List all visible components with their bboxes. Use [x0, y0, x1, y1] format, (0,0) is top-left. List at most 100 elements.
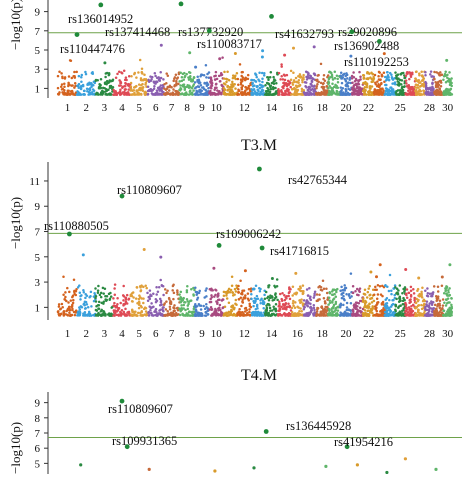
background-snp-point — [195, 293, 198, 296]
background-snp-point — [121, 91, 125, 94]
background-snp-point — [95, 91, 99, 95]
background-snp-point — [124, 296, 127, 300]
background-snp-point — [67, 75, 71, 78]
background-snp-point — [222, 77, 226, 80]
background-snp-point — [218, 303, 222, 307]
background-snp-point — [437, 80, 440, 84]
background-snp-point — [230, 284, 234, 287]
background-snp-point — [159, 299, 163, 303]
background-snp-point — [192, 293, 195, 296]
background-snp-point — [102, 292, 105, 295]
background-snp-point — [310, 80, 314, 84]
background-snp-point — [420, 70, 423, 73]
background-snp-point — [208, 308, 211, 311]
background-snp-point — [248, 310, 251, 314]
background-snp-point — [129, 81, 133, 85]
background-snp-point — [386, 285, 389, 288]
background-snp-point — [237, 287, 240, 291]
background-snp-point — [345, 72, 348, 75]
background-snp-point — [130, 74, 133, 78]
background-snp-point — [368, 72, 371, 76]
background-snp-point — [447, 93, 450, 96]
moderate-snp-point — [292, 46, 295, 50]
background-snp-point — [370, 301, 374, 304]
background-snp-point — [122, 69, 126, 72]
background-snp-point — [318, 93, 321, 96]
background-snp-point — [155, 80, 159, 84]
background-snp-point — [165, 81, 168, 85]
background-snp-point — [256, 312, 259, 316]
background-snp-point — [256, 88, 259, 91]
background-snp-point — [60, 88, 64, 91]
background-snp-point — [321, 85, 325, 89]
background-snp-point — [352, 71, 355, 74]
background-snp-point — [283, 294, 286, 297]
background-snp-point — [140, 70, 144, 74]
background-snp-point — [302, 299, 306, 302]
background-snp-point — [391, 90, 395, 94]
background-snp-point — [335, 93, 338, 96]
background-snp-point — [174, 311, 178, 315]
background-snp-point — [140, 67, 144, 70]
background-snp-point — [60, 302, 64, 306]
background-snp-point — [103, 287, 107, 290]
background-snp-point — [330, 86, 333, 90]
background-snp-point — [173, 314, 177, 317]
background-snp-point — [368, 302, 371, 306]
background-snp-point — [137, 71, 140, 74]
background-snp-point — [63, 82, 66, 85]
background-snp-point — [325, 287, 328, 291]
background-snp-point — [147, 314, 151, 317]
background-snp-point — [127, 74, 131, 78]
background-snp-point — [331, 313, 334, 317]
background-snp-point — [362, 81, 365, 85]
background-snp-point — [129, 294, 132, 298]
x-tick-label: 10 — [211, 328, 223, 340]
background-snp-point — [90, 90, 94, 94]
background-snp-point — [246, 73, 250, 77]
background-snp-point — [306, 305, 310, 308]
background-snp-point — [94, 295, 98, 298]
y-tick-label: 1 — [35, 83, 41, 95]
background-snp-point — [194, 306, 197, 309]
background-snp-point — [243, 310, 247, 313]
background-snp-point — [328, 70, 331, 74]
background-snp-point — [297, 81, 300, 85]
background-snp-point — [120, 72, 124, 75]
background-snp-point — [287, 294, 290, 298]
background-snp-point — [293, 80, 296, 84]
background-snp-point — [97, 300, 101, 304]
background-snp-point — [395, 89, 398, 93]
background-snp-point — [268, 76, 272, 79]
background-snp-point — [89, 290, 93, 294]
background-snp-point — [245, 88, 249, 91]
background-snp-point — [97, 312, 100, 315]
background-snp-point — [395, 292, 398, 295]
background-snp-point — [309, 310, 313, 314]
moderate-snp-point — [445, 58, 449, 62]
background-snp-point — [373, 288, 377, 292]
background-snp-point — [370, 80, 373, 84]
background-snp-point — [280, 297, 283, 301]
background-snp-point — [175, 77, 179, 80]
background-snp-point — [167, 89, 171, 92]
background-snp-point — [168, 85, 172, 88]
background-snp-point — [334, 300, 338, 304]
background-snp-point — [416, 83, 420, 87]
background-snp-point — [344, 74, 347, 78]
background-snp-point — [104, 295, 107, 298]
background-snp-point — [84, 296, 87, 300]
background-snp-point — [249, 82, 252, 85]
background-snp-point — [419, 90, 423, 93]
background-snp-point — [61, 305, 64, 309]
background-snp-point — [342, 303, 345, 307]
background-snp-point — [67, 301, 70, 304]
background-snp-point — [341, 288, 344, 292]
background-snp-point — [420, 74, 424, 77]
background-snp-point — [123, 88, 127, 92]
snp-label: rs137414468 — [105, 25, 170, 39]
background-snp-point — [394, 304, 398, 308]
background-snp-point — [282, 81, 286, 84]
background-snp-point — [80, 75, 83, 79]
y-tick-label: 9 — [35, 398, 41, 410]
